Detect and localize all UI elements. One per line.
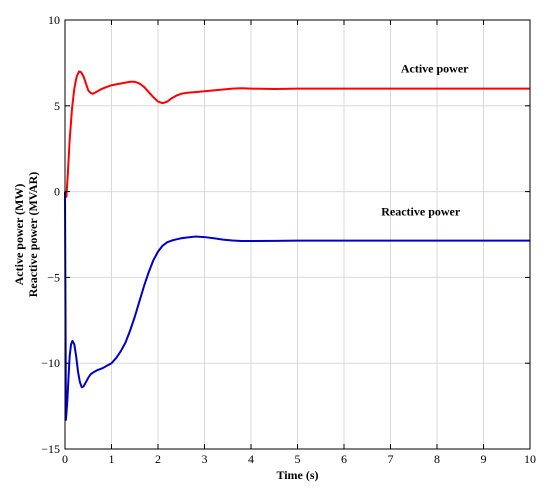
series-line-0 <box>64 70 530 198</box>
grid-lines <box>65 20 530 449</box>
x-axis-label: Time (s) <box>276 468 318 482</box>
x-tick-label: 7 <box>388 452 394 466</box>
y-tick-label: −5 <box>47 270 60 284</box>
x-tick-label: 2 <box>155 452 161 466</box>
x-tick-label: 4 <box>248 452 254 466</box>
axis-ticks: 0 1 2 3 4 5 6 7 8 9 10 −15 −10 −5 0 5 10 <box>41 13 536 466</box>
annotation-0: Active power <box>401 61 469 75</box>
x-tick-label: 1 <box>109 452 115 466</box>
y-axis-label-active: Active power (MW) <box>12 184 26 286</box>
series-layer <box>64 70 530 421</box>
y-tick-label: 5 <box>54 99 60 113</box>
y-tick-label: 10 <box>48 13 60 27</box>
y-tick-label: 0 <box>54 185 60 199</box>
x-tick-label: 3 <box>202 452 208 466</box>
x-tick-label: 8 <box>434 452 440 466</box>
y-tick-label: −10 <box>41 356 60 370</box>
x-tick-label: 5 <box>295 452 301 466</box>
annotations: Active power Reactive power <box>381 61 469 218</box>
series-line-1 <box>64 191 530 421</box>
x-tick-label: 10 <box>524 452 536 466</box>
y-axis-label-reactive: Reactive power (MVAR) <box>26 172 40 298</box>
x-tick-label: 0 <box>62 452 68 466</box>
x-tick-label: 6 <box>341 452 347 466</box>
x-tick-label: 9 <box>481 452 487 466</box>
annotation-1: Reactive power <box>381 205 461 219</box>
y-tick-label: −15 <box>41 442 60 456</box>
